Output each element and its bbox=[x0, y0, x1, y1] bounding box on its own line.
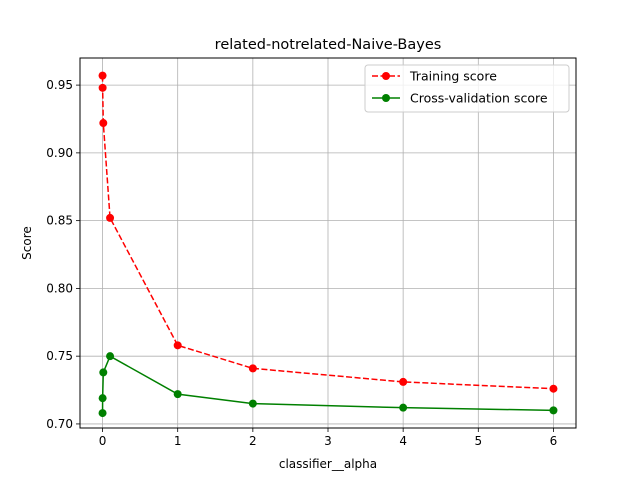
data-point-training bbox=[98, 83, 107, 92]
y-axis: 0.70 0.75 0.80 0.85 0.90 0.95 bbox=[46, 78, 80, 431]
data-point-training bbox=[106, 213, 115, 222]
data-point-cv bbox=[98, 409, 107, 418]
legend-label-cv: Cross-validation score bbox=[410, 91, 548, 106]
series-line-training bbox=[101, 75, 554, 390]
data-point-cv bbox=[399, 403, 408, 412]
data-point-cv bbox=[98, 394, 107, 403]
chart-title: related-notrelated-Naive-Bayes bbox=[215, 37, 442, 53]
data-point-cv bbox=[99, 368, 108, 377]
legend-label-training: Training score bbox=[409, 69, 497, 84]
x-tick-label: 1 bbox=[174, 434, 182, 448]
y-tick-label: 0.75 bbox=[46, 349, 73, 363]
x-tick-label: 5 bbox=[474, 434, 482, 448]
legend-marker-training bbox=[382, 72, 390, 80]
y-axis-label: Score bbox=[20, 226, 34, 260]
data-point-training bbox=[173, 341, 182, 350]
legend-marker-cv bbox=[382, 94, 390, 102]
series-layer bbox=[98, 71, 558, 418]
y-tick-label: 0.95 bbox=[46, 78, 73, 92]
data-point-training bbox=[399, 377, 408, 386]
data-point-training bbox=[99, 119, 108, 128]
x-axis: 0 1 2 3 4 5 6 bbox=[99, 428, 558, 448]
series-line-cv bbox=[101, 355, 554, 414]
x-tick-label: 3 bbox=[324, 434, 332, 448]
data-point-training bbox=[98, 71, 107, 80]
x-tick-label: 2 bbox=[249, 434, 257, 448]
legend-frame bbox=[364, 64, 570, 113]
data-point-training bbox=[248, 364, 257, 373]
grid bbox=[80, 58, 576, 428]
x-tick-label: 6 bbox=[550, 434, 558, 448]
legend: Training score Cross-validation score bbox=[364, 64, 570, 113]
data-point-cv bbox=[549, 406, 558, 415]
data-point-cv bbox=[248, 399, 257, 408]
x-axis-label: classifier__alpha bbox=[279, 457, 377, 471]
data-point-cv bbox=[173, 390, 182, 399]
y-tick-label: 0.85 bbox=[46, 214, 73, 228]
x-tick-label: 4 bbox=[399, 434, 407, 448]
data-point-cv bbox=[106, 352, 115, 361]
y-tick-label: 0.90 bbox=[46, 146, 73, 160]
data-point-training bbox=[549, 384, 558, 393]
x-tick-label: 0 bbox=[99, 434, 107, 448]
y-tick-label: 0.80 bbox=[46, 281, 73, 295]
y-tick-label: 0.70 bbox=[46, 417, 73, 431]
